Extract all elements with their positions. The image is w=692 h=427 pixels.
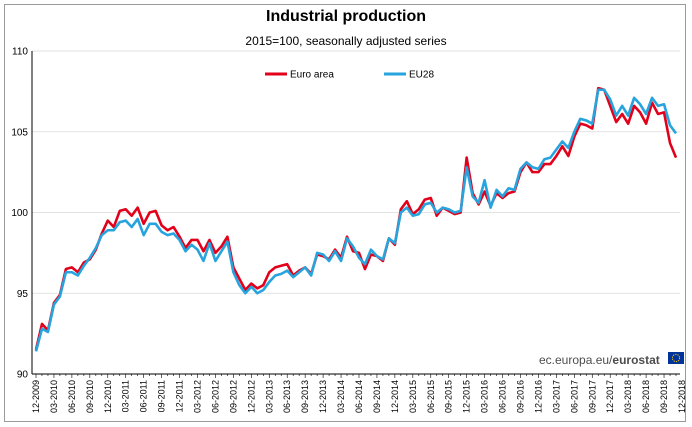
axis-layer: 90 95 100 105 110 12-2009 03-2010 06-2010 09-201…: [11, 47, 687, 414]
x-tick-label: 06-2012: [210, 380, 220, 413]
legend: Euro area EU28: [265, 70, 434, 81]
x-tick-label: 06-2010: [67, 380, 77, 413]
x-tick-label: 03-2013: [264, 380, 274, 413]
x-tick-label: 12-2016: [533, 380, 543, 413]
y-tick-label: 90: [17, 370, 29, 381]
series-layer: [34, 86, 678, 352]
source-credit: ec.europa.eu/eurostat: [539, 352, 684, 367]
x-tick-label: 12-2009: [31, 380, 41, 413]
x-tick-label: 09-2016: [515, 380, 525, 413]
series-line-eu28: [34, 88, 678, 352]
legend-label-eu28: EU28: [409, 70, 434, 81]
x-tick-label: 09-2013: [300, 380, 310, 413]
x-tick-label: 09-2015: [444, 380, 454, 413]
x-tick-label: 12-2012: [246, 380, 256, 413]
x-tick-label: 09-2010: [85, 380, 95, 413]
x-tick-label: 09-2018: [659, 380, 669, 413]
x-tick-label: 03-2015: [408, 380, 418, 413]
source-text: ec.europa.eu/eurostat: [539, 353, 660, 367]
chart-subtitle: 2015=100, seasonally adjusted series: [245, 34, 447, 48]
x-tick-label: 09-2014: [372, 380, 382, 413]
x-tick-label: 06-2016: [498, 380, 508, 413]
x-tick-label: 03-2011: [121, 380, 131, 412]
x-tick-label: 03-2012: [192, 380, 202, 413]
x-tick-label: 12-2014: [390, 380, 400, 413]
y-tick-label: 95: [17, 289, 29, 300]
chart-title: Industrial production: [266, 8, 426, 25]
y-tick-label: 100: [11, 208, 28, 219]
chart-frame: [4, 4, 686, 422]
x-tick-label: 06-2014: [354, 380, 364, 413]
x-tick-label: 03-2010: [49, 380, 59, 413]
x-tick-label: 06-2013: [282, 380, 292, 413]
legend-label-euro-area: Euro area: [290, 70, 334, 81]
x-tick-label: 03-2014: [336, 380, 346, 413]
x-tick-label: 12-2018: [677, 380, 687, 413]
x-tick-label: 03-2017: [551, 380, 561, 413]
x-tick-label: 12-2010: [103, 380, 113, 413]
x-tick-label: 12-2015: [462, 380, 472, 413]
series-line-euro-area: [34, 86, 678, 351]
x-tick-label: 12-2011: [175, 380, 185, 412]
y-tick-label: 110: [12, 47, 28, 58]
x-tick-label: 09-2017: [587, 380, 597, 413]
grid-layer: [32, 50, 680, 375]
x-tick-label: 06-2015: [426, 380, 436, 413]
x-tick-label: 06-2017: [569, 380, 579, 413]
y-tick-label: 105: [11, 127, 28, 138]
x-tick-label: 09-2012: [228, 380, 238, 413]
x-tick-label: 06-2011: [139, 380, 149, 412]
x-tick-label: 12-2017: [605, 380, 615, 413]
eu-flag-icon: [668, 352, 684, 364]
x-tick-label: 03-2018: [623, 380, 633, 413]
x-tick-label: 12-2013: [318, 380, 328, 413]
x-tick-label: 06-2018: [641, 380, 651, 413]
x-tick-label: 03-2016: [480, 380, 490, 413]
x-tick-label: 09-2011: [157, 380, 167, 412]
